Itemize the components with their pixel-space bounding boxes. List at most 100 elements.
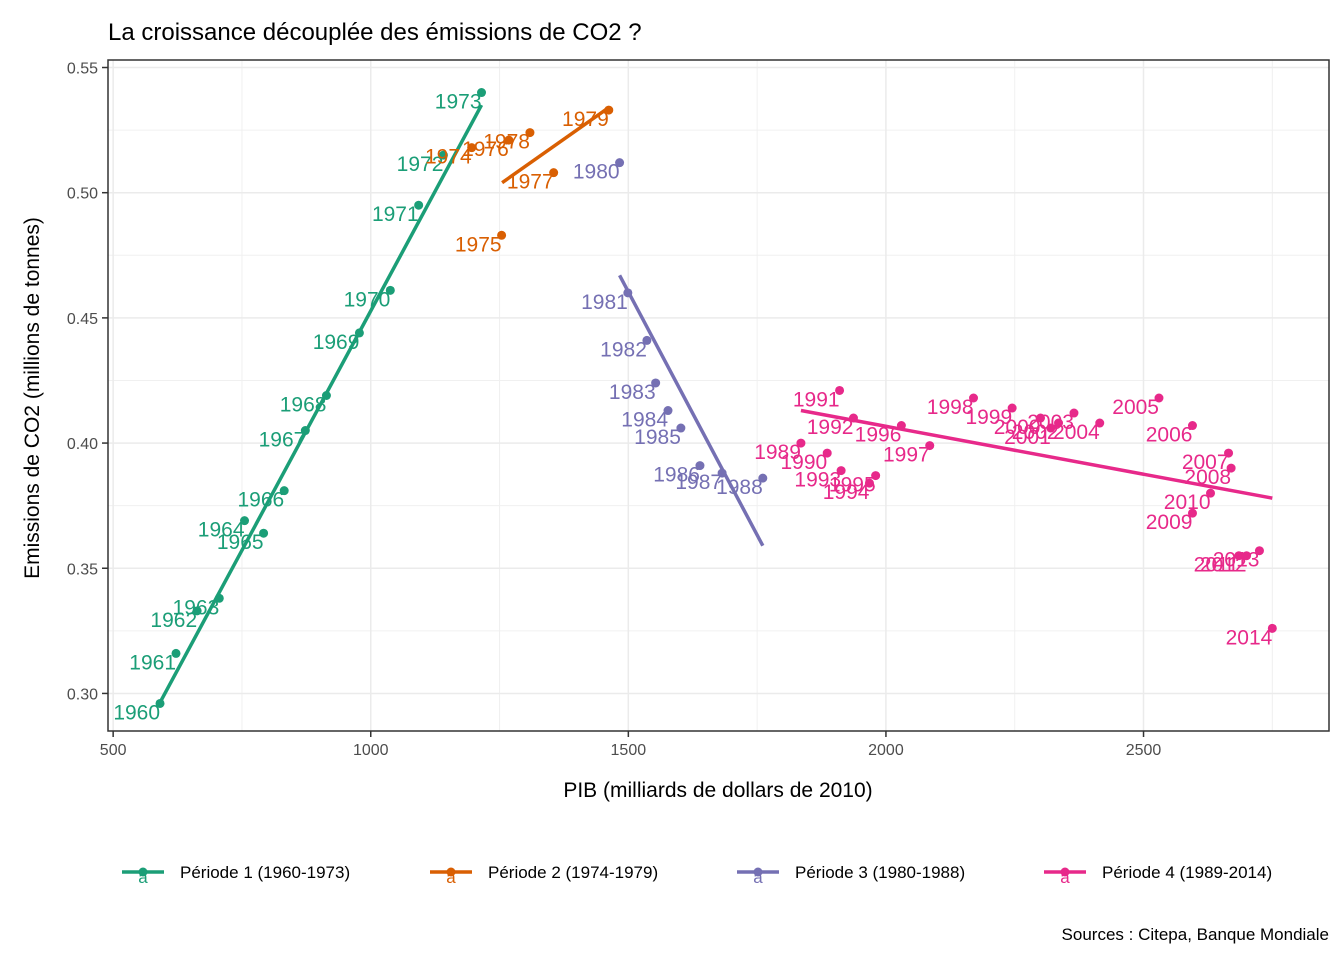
data-point [467, 143, 477, 153]
legend-key-glyph: a [446, 868, 456, 887]
legend-label: Période 4 (1989-2014) [1102, 863, 1272, 882]
legend-label: Période 1 (1960-1973) [180, 863, 350, 882]
x-tick-label: 500 [100, 742, 127, 759]
data-point [385, 285, 395, 295]
data-point [717, 468, 727, 478]
trend-line [800, 408, 1273, 500]
legend-item: a Période 4 (1989-2014) [1044, 863, 1272, 887]
data-point [354, 328, 364, 338]
data-point [259, 528, 269, 538]
legend: a Période 1 (1960-1973) a Période 2 (1974-1… [122, 863, 1272, 887]
point-label: 2004 [1053, 421, 1100, 444]
data-point [835, 385, 845, 395]
data-point [1095, 418, 1105, 428]
data-point [604, 105, 614, 115]
data-point [477, 88, 487, 98]
y-tick-label: 0.35 [67, 561, 98, 578]
point-label: 1961 [129, 651, 176, 674]
point-label: 1970 [344, 288, 391, 311]
trend-lines [157, 104, 1273, 705]
point-label: 1997 [883, 444, 930, 467]
data-point [549, 168, 559, 178]
data-point [214, 593, 224, 603]
data-point [848, 413, 858, 423]
y-tick-label: 0.45 [67, 311, 98, 328]
legend-key-glyph: a [138, 868, 148, 887]
point-label: 1967 [259, 429, 306, 452]
point-label: 1964 [198, 519, 245, 542]
data-point [623, 288, 633, 298]
point-label: 1983 [609, 381, 656, 404]
point-label: 2003 [1027, 411, 1074, 434]
point-label: 1988 [716, 476, 763, 499]
data-point [1154, 393, 1164, 403]
data-point [663, 406, 673, 416]
point-label: 1973 [435, 91, 482, 114]
data-point [615, 158, 625, 168]
point-label: 1972 [397, 153, 444, 176]
point-label: 2002 [1012, 421, 1059, 444]
point-label: 1982 [600, 338, 647, 361]
point-label: 1966 [237, 489, 284, 512]
point-label: 1993 [794, 469, 841, 492]
legend-key-point [1060, 867, 1070, 877]
data-point [695, 461, 705, 471]
point-label: 1984 [621, 409, 668, 432]
plot-panel [108, 60, 1329, 731]
point-label: 1991 [793, 388, 840, 411]
point-label: 2007 [1182, 451, 1229, 474]
data-point [676, 423, 686, 433]
point-label: 1985 [634, 426, 681, 449]
legend-item: a Période 2 (1974-1979) [430, 863, 658, 887]
y-tick-label: 0.55 [67, 61, 98, 78]
data-point [864, 478, 874, 488]
point-label: 1987 [675, 471, 722, 494]
data-point [1187, 508, 1197, 518]
data-point [871, 471, 881, 481]
point-label: 2005 [1112, 396, 1159, 419]
data-point [1234, 551, 1244, 561]
data-point [642, 335, 652, 345]
x-tick-label: 1500 [611, 742, 647, 759]
data-point [504, 135, 514, 145]
data-point [1035, 413, 1045, 423]
grid-minor [108, 60, 1329, 731]
data-point [1267, 623, 1277, 633]
data-point [1242, 551, 1252, 561]
data-points [155, 88, 1277, 708]
point-label: 2014 [1226, 626, 1273, 649]
point-label: 1969 [313, 331, 360, 354]
legend-key-point [138, 867, 148, 877]
legend-label: Période 3 (1980-1988) [795, 863, 965, 882]
data-point [497, 230, 507, 240]
point-label: 1974 [425, 146, 472, 169]
point-label: 1996 [855, 424, 902, 447]
data-point [836, 466, 846, 476]
point-label: 1977 [507, 171, 554, 194]
data-point [758, 473, 768, 483]
point-label: 1976 [462, 138, 509, 161]
point-label: 1998 [927, 396, 974, 419]
legend-item: a Période 1 (1960-1973) [122, 863, 350, 887]
point-label: 1994 [823, 481, 870, 504]
point-label: 1981 [581, 291, 628, 314]
data-point [796, 438, 806, 448]
data-point [240, 516, 250, 526]
point-label: 2006 [1146, 424, 1193, 447]
data-point [155, 698, 165, 708]
point-label: 1960 [113, 701, 160, 724]
point-label: 2009 [1146, 511, 1193, 534]
data-point [896, 421, 906, 431]
point-label: 2010 [1164, 491, 1211, 514]
data-point [525, 128, 535, 138]
point-label: 1989 [754, 441, 801, 464]
y-tick-label: 0.30 [67, 686, 98, 703]
trend-line [157, 104, 484, 705]
data-point [1069, 408, 1079, 418]
point-labels: 1960196119621963196419651966196719681969… [113, 91, 1272, 725]
x-tick-label: 2000 [868, 742, 904, 759]
data-point [1226, 463, 1236, 473]
point-label: 1986 [653, 464, 700, 487]
legend-item: a Période 3 (1980-1988) [737, 863, 965, 887]
grid-major [108, 60, 1329, 731]
